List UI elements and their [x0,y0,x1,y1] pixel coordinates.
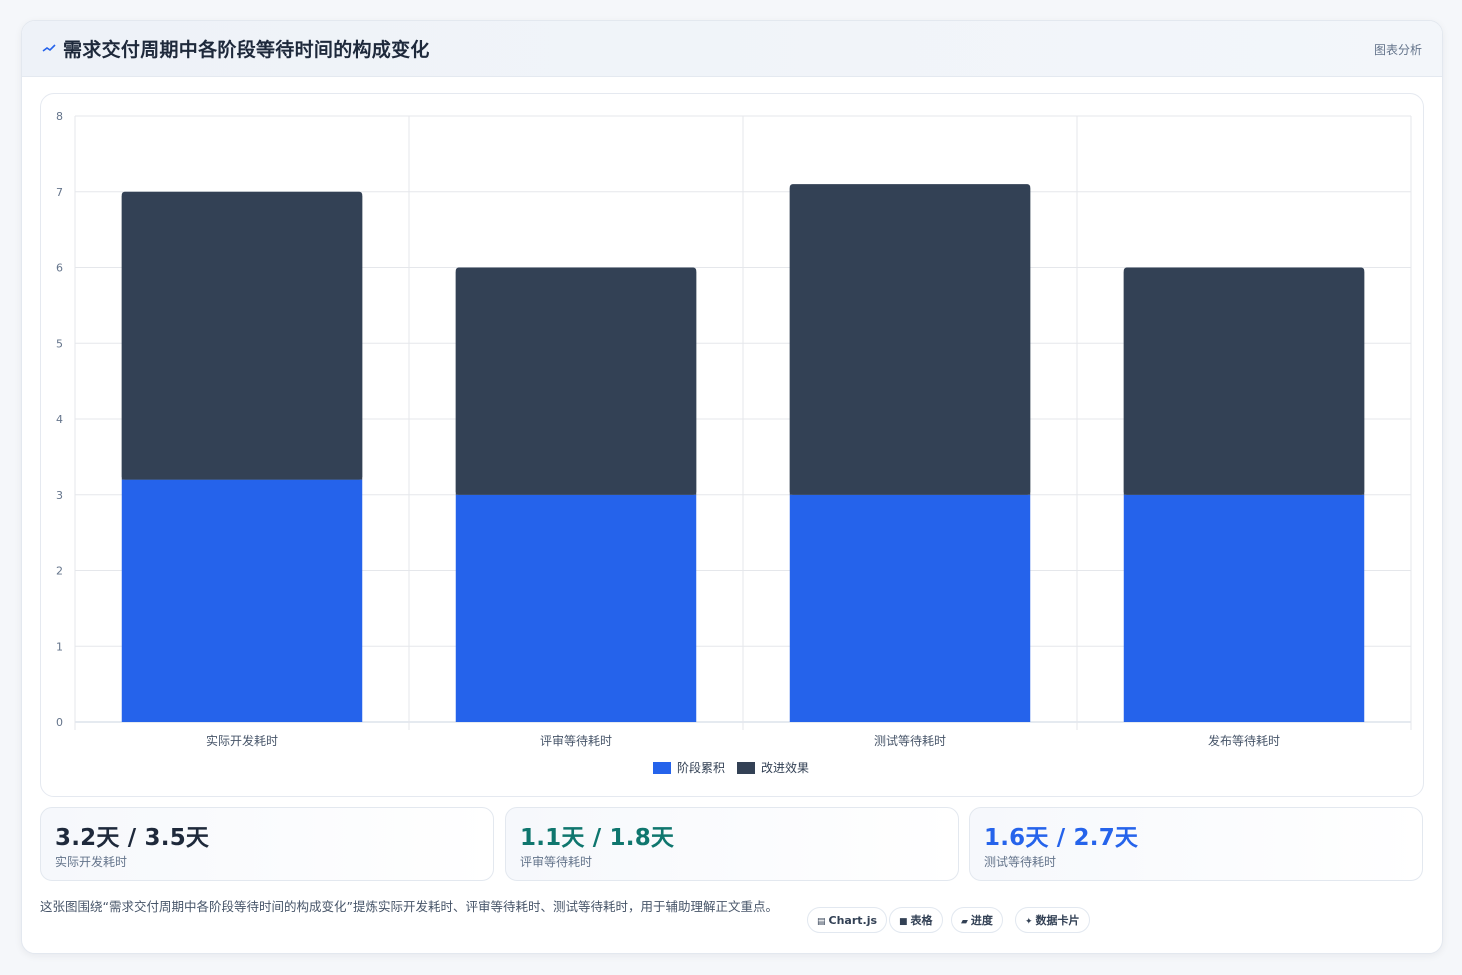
legend-label: 改进效果 [761,760,809,775]
y-tick-label: 5 [56,337,63,350]
chip-label: Chart.js [828,914,878,927]
x-tick-label: 实际开发耗时 [206,733,278,748]
legend-swatch [737,762,755,774]
stat-card-review: 1.1天 / 1.8天 评审等待耗时 [505,807,959,881]
y-tick-label: 7 [56,186,63,199]
chip-label: 进度 [970,914,993,927]
chart-container: 0 1 2 3 4 5 6 7 8 实际开发耗时 评审等待耗时 测试等待耗时 发布等待耗时阶段累积 改进效… [40,93,1424,797]
bar-segment [1123,494,1365,722]
y-tick-label: 1 [56,640,63,653]
legend-label: 阶段累积 [677,760,725,775]
y-tick-label: 4 [56,413,63,426]
trend-icon [42,44,56,52]
bar-segment [455,494,697,722]
y-tick-label: 0 [56,716,63,729]
sparkle-icon: ✦ [1025,917,1033,927]
stat-card-dev: 3.2天 / 3.5天 实际开发耗时 [40,807,494,881]
bar-segment-fill [789,188,1031,495]
bar-segment-fill [121,195,363,480]
stat-card-test: 1.6天 / 2.7天 测试等待耗时 [969,807,1423,881]
chip-data-card[interactable]: ✦ 数据卡片 [1015,907,1090,933]
bar-segment-fill [1123,271,1365,495]
stat-label: 实际开发耗时 [55,855,128,869]
x-tick-label: 评审等待耗时 [540,733,612,748]
chip-chartjs[interactable]: ▤ Chart.js [807,907,888,933]
y-tick-label: 3 [56,489,63,502]
stat-value: 3.2天 / 3.5天 [55,825,210,851]
chip-table[interactable]: ■ 表格 [889,907,943,933]
chip-progress[interactable]: ▰ 进度 [951,907,1003,933]
page-title: 需求交付周期中各阶段等待时间的构成变化 [63,39,430,61]
stat-label: 评审等待耗时 [520,855,593,869]
chart-description: 这张图围绕“需求交付周期中各阶段等待时间的构成变化”提炼实际开发耗时、评审等待耗… [40,899,778,914]
chip-label: 数据卡片 [1035,914,1080,927]
chart-icon: ▤ [817,917,826,927]
chart-card: 需求交付周期中各阶段等待时间的构成变化 图表分析 0 1 2 3 4 5 6 7 8 实际开发耗时… [21,20,1443,954]
stat-value: 1.6天 / 2.7天 [984,825,1139,851]
stat-label: 测试等待耗时 [984,855,1057,869]
y-tick-label: 8 [56,110,63,123]
bar-segment-fill [455,271,697,495]
x-tick-label: 测试等待耗时 [874,733,946,748]
x-tick-label: 发布等待耗时 [1208,733,1280,748]
stat-value: 1.1天 / 1.8天 [520,825,675,851]
header-tag: 图表分析 [1373,43,1422,57]
table-icon: ■ [899,917,908,927]
bar-segment [789,494,1031,722]
y-tick-label: 6 [56,262,63,275]
chip-label: 表格 [910,914,933,927]
progress-icon: ▰ [961,917,968,927]
card-header: 需求交付周期中各阶段等待时间的构成变化 图表分析 [22,21,1442,77]
legend-swatch [653,762,671,774]
bar-segment [121,479,363,722]
y-tick-label: 2 [56,565,63,578]
